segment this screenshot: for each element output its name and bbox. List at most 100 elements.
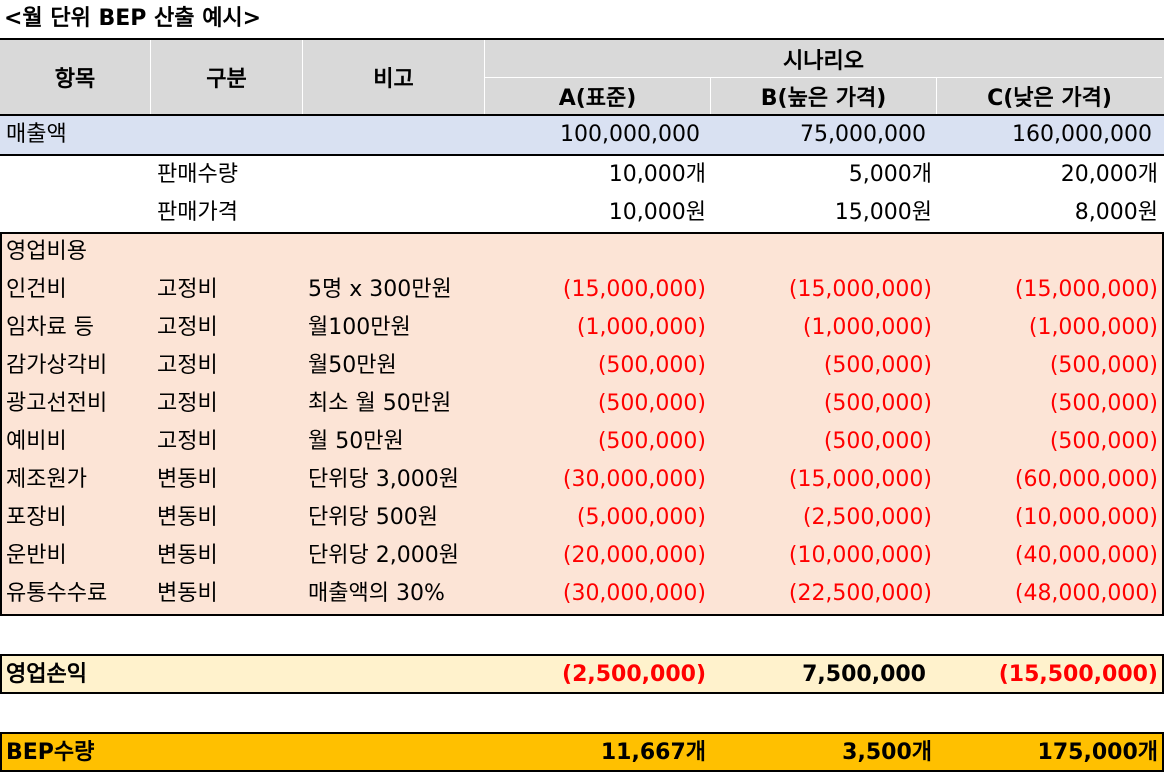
expense-b: (15,000,000) (788, 277, 932, 302)
expense-note: 월50만원 (308, 353, 397, 378)
expense-c: (40,000,000) (1014, 543, 1158, 568)
expense-type: 변동비 (157, 581, 218, 606)
table-row: 유통수수료 변동비 매출액의 30% (30,000,000) (22,500,… (0, 575, 1164, 613)
expense-note: 단위당 2,000원 (308, 543, 459, 568)
price-b: 15,000원 (834, 200, 932, 225)
expense-note: 5명 x 300만원 (308, 277, 452, 302)
expense-a: (30,000,000) (562, 467, 706, 492)
bep-row: BEP수량 11,667개 3,500개 175,000개 (0, 732, 1164, 772)
bep-label: BEP수량 (6, 740, 95, 765)
quantity-a: 10,000개 (608, 162, 706, 187)
table-row: 운반비 변동비 단위당 2,000원 (20,000,000) (10,000,… (0, 537, 1164, 575)
expense-a: (1,000,000) (576, 315, 706, 340)
header-scenario-b: B(높은 가격) (760, 86, 887, 111)
expense-type: 변동비 (157, 543, 218, 568)
quantity-row: 판매수량 10,000개 5,000개 20,000개 (0, 156, 1164, 194)
expense-c: (15,000,000) (1014, 277, 1158, 302)
expense-note: 매출액의 30% (308, 581, 445, 606)
expense-a: (5,000,000) (576, 505, 706, 530)
expense-c: (500,000) (1049, 391, 1158, 416)
expense-c: (500,000) (1049, 353, 1158, 378)
expense-note: 단위당 500원 (308, 505, 438, 530)
expense-a: (20,000,000) (562, 543, 706, 568)
expense-b: (1,000,000) (802, 315, 932, 340)
quantity-b: 5,000개 (848, 162, 932, 187)
revenue-row: 매출액 100,000,000 75,000,000 160,000,000 (0, 116, 1164, 156)
table-row: 임차료 등 고정비 월100만원 (1,000,000) (1,000,000)… (0, 309, 1164, 347)
opex-header-row: 영업비용 (0, 233, 1164, 271)
expense-b: (2,500,000) (802, 505, 932, 530)
revenue-b: 75,000,000 (800, 122, 926, 147)
opex-label: 영업비용 (6, 239, 87, 264)
operating-profit-b: 7,500,000 (802, 662, 926, 687)
expense-item: 제조원가 (6, 467, 87, 492)
expense-item: 임차료 등 (6, 315, 94, 340)
table-row: 인건비 고정비 5명 x 300만원 (15,000,000) (15,000,… (0, 271, 1164, 309)
expense-type: 고정비 (157, 391, 218, 416)
expense-type: 고정비 (157, 429, 218, 454)
expense-item: 감가상각비 (6, 353, 108, 378)
quantity-label: 판매수량 (157, 162, 238, 187)
table-row: 광고선전비 고정비 최소 월 50만원 (500,000) (500,000) … (0, 385, 1164, 423)
price-c: 8,000원 (1074, 200, 1158, 225)
expense-c: (1,000,000) (1028, 315, 1158, 340)
table-row: 예비비 고정비 월 50만원 (500,000) (500,000) (500,… (0, 423, 1164, 461)
sheet-title: <월 단위 BEP 산출 예시> (4, 6, 262, 31)
price-row: 판매가격 10,000원 15,000원 8,000원 (0, 194, 1164, 232)
revenue-label: 매출액 (6, 122, 67, 147)
expense-b: (10,000,000) (788, 543, 932, 568)
table-row: 포장비 변동비 단위당 500원 (5,000,000) (2,500,000)… (0, 499, 1164, 537)
revenue-a: 100,000,000 (560, 122, 700, 147)
operating-profit-c: (15,500,000) (998, 662, 1158, 687)
header-scenario-c: C(낮은 가격) (987, 86, 1112, 111)
expense-item: 인건비 (6, 277, 67, 302)
expense-item: 운반비 (6, 543, 67, 568)
expense-item: 포장비 (6, 505, 67, 530)
operating-profit-a: (2,500,000) (562, 662, 706, 687)
header-type: 구분 (206, 67, 247, 92)
header-scenario: 시나리오 (783, 48, 864, 74)
expense-b: (500,000) (823, 353, 932, 378)
operating-profit-row: 영업손익 (2,500,000) 7,500,000 (15,500,000) (0, 654, 1164, 694)
table-header: 항목 구분 비고 시나리오 A(표준) B(높은 가격) C(낮은 가격) (0, 38, 1164, 116)
table-row: 제조원가 변동비 단위당 3,000원 (30,000,000) (15,000… (0, 461, 1164, 499)
expense-type: 변동비 (157, 505, 218, 530)
expense-item: 예비비 (6, 429, 67, 454)
expense-a: (500,000) (597, 429, 706, 454)
header-note: 비고 (373, 67, 414, 92)
expense-note: 단위당 3,000원 (308, 467, 459, 492)
expense-a: (500,000) (597, 391, 706, 416)
header-item: 항목 (54, 67, 96, 92)
revenue-c: 160,000,000 (1012, 122, 1152, 147)
table-row: 감가상각비 고정비 월50만원 (500,000) (500,000) (500… (0, 347, 1164, 385)
expense-note: 월100만원 (308, 315, 411, 340)
expense-c: (48,000,000) (1014, 581, 1158, 606)
expense-note: 월 50만원 (308, 429, 404, 454)
expense-b: (15,000,000) (788, 467, 932, 492)
expense-type: 고정비 (157, 277, 218, 302)
expense-item: 유통수수료 (6, 581, 108, 606)
expense-block (0, 232, 1164, 616)
expense-type: 고정비 (157, 315, 218, 340)
price-a: 10,000원 (608, 200, 706, 225)
operating-profit-label: 영업손익 (6, 662, 87, 687)
expense-b: (22,500,000) (788, 581, 932, 606)
expense-a: (500,000) (597, 353, 706, 378)
expense-note: 최소 월 50만원 (308, 391, 452, 416)
expense-c: (10,000,000) (1014, 505, 1158, 530)
expense-b: (500,000) (823, 429, 932, 454)
expense-a: (30,000,000) (562, 581, 706, 606)
header-scenario-a: A(표준) (558, 86, 637, 111)
expense-c: (60,000,000) (1014, 467, 1158, 492)
bep-a: 11,667개 (600, 740, 706, 765)
expense-item: 광고선전비 (6, 391, 108, 416)
bep-b: 3,500개 (842, 740, 932, 765)
bep-c: 175,000개 (1037, 740, 1158, 765)
expense-type: 고정비 (157, 353, 218, 378)
quantity-c: 20,000개 (1060, 162, 1158, 187)
expense-b: (500,000) (823, 391, 932, 416)
expense-type: 변동비 (157, 467, 218, 492)
expense-c: (500,000) (1049, 429, 1158, 454)
expense-a: (15,000,000) (562, 277, 706, 302)
price-label: 판매가격 (157, 200, 238, 225)
